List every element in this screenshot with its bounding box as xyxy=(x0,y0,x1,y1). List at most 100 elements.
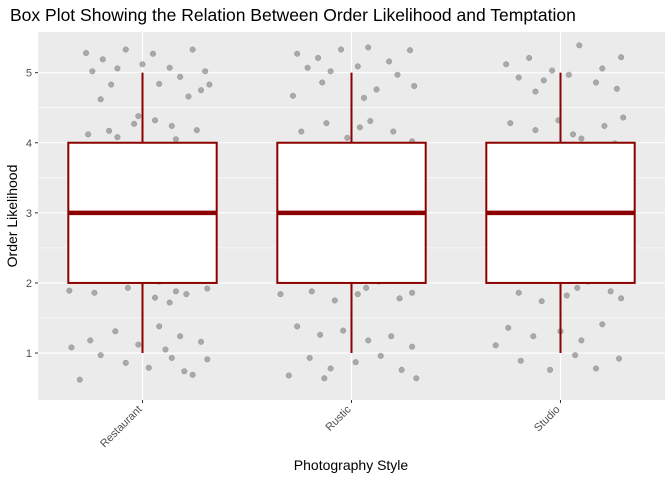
jitter-point xyxy=(599,321,606,328)
jitter-point xyxy=(515,289,522,296)
x-tick-label: Restaurant xyxy=(98,404,145,451)
jitter-point xyxy=(135,113,142,120)
jitter-point xyxy=(202,68,209,75)
jitter-point xyxy=(549,67,556,74)
jitter-point xyxy=(352,359,359,366)
jitter-point xyxy=(304,64,311,71)
jitter-point xyxy=(388,333,395,340)
jitter-point xyxy=(166,299,173,306)
jitter-point xyxy=(106,127,113,134)
jitter-point xyxy=(122,359,129,366)
jitter-point xyxy=(198,338,205,345)
jitter-point xyxy=(145,364,152,371)
jitter-point xyxy=(204,285,211,292)
jitter-point xyxy=(578,337,585,344)
jitter-point xyxy=(85,131,92,138)
y-tick-label: 5 xyxy=(26,68,32,80)
jitter-point xyxy=(517,357,524,364)
jitter-point xyxy=(394,71,401,78)
jitter-point xyxy=(409,289,416,296)
jitter-point xyxy=(327,365,334,372)
jitter-point xyxy=(344,134,351,141)
x-tick-label: Rustic xyxy=(324,403,354,433)
y-tick-label: 1 xyxy=(26,348,32,360)
jitter-point xyxy=(367,118,374,125)
jitter-point xyxy=(373,86,380,93)
jitter-point xyxy=(365,337,372,344)
jitter-point xyxy=(66,287,73,294)
jitter-point xyxy=(547,366,554,373)
jitter-point xyxy=(181,368,188,375)
jitter-point xyxy=(319,79,326,86)
jitter-point xyxy=(613,85,620,92)
jitter-point xyxy=(340,327,347,334)
jitter-point xyxy=(354,63,361,70)
jitter-point xyxy=(139,61,146,68)
jitter-point xyxy=(599,65,606,72)
jitter-point xyxy=(505,324,512,331)
jitter-point xyxy=(198,87,205,94)
jitter-point xyxy=(354,291,361,298)
jitter-point xyxy=(99,56,106,63)
jitter-point xyxy=(112,328,119,335)
jitter-point xyxy=(503,61,510,68)
x-tick-label: Studio xyxy=(532,404,563,435)
jitter-point xyxy=(149,50,156,57)
y-tick-label: 4 xyxy=(26,138,32,150)
jitter-point xyxy=(356,124,363,131)
jitter-point xyxy=(565,71,572,78)
jitter-point xyxy=(409,343,416,350)
jitter-point xyxy=(124,284,131,291)
jitter-point xyxy=(277,291,284,298)
jitter-point xyxy=(390,128,397,135)
jitter-point xyxy=(122,46,129,53)
y-axis: 1 2 3 4 5 xyxy=(26,68,38,360)
jitter-point xyxy=(193,127,200,134)
jitter-point xyxy=(289,92,296,99)
jitter-point xyxy=(593,79,600,86)
jitter-point xyxy=(306,354,313,361)
jitter-point xyxy=(396,295,403,302)
y-tick-label: 3 xyxy=(26,208,32,220)
jitter-point xyxy=(68,344,75,351)
jitter-point xyxy=(563,292,570,299)
jitter-point xyxy=(386,58,393,65)
jitter-point xyxy=(413,375,420,382)
jitter-point xyxy=(532,88,539,95)
jitter-point xyxy=(204,356,211,363)
x-axis-title: Photography Style xyxy=(294,457,409,473)
jitter-point xyxy=(507,120,514,127)
jitter-point xyxy=(172,288,179,295)
jitter-point xyxy=(83,50,90,57)
jitter-point xyxy=(317,331,324,338)
jitter-point xyxy=(618,295,625,302)
jitter-point xyxy=(294,323,301,330)
jitter-point xyxy=(189,46,196,53)
jitter-point xyxy=(162,346,169,353)
jitter-point xyxy=(206,81,213,88)
jitter-point xyxy=(530,333,537,340)
jitter-point xyxy=(407,47,414,54)
jitter-point xyxy=(323,120,330,127)
jitter-point xyxy=(177,73,184,80)
jitter-point xyxy=(294,50,301,57)
y-tick-label: 2 xyxy=(26,278,32,290)
jitter-point xyxy=(166,64,173,71)
jitter-point xyxy=(172,136,179,143)
jitter-point xyxy=(285,372,292,379)
jitter-point xyxy=(574,284,581,291)
jitter-point xyxy=(131,120,138,127)
y-axis-title: Order Likelihood xyxy=(4,165,20,268)
jitter-point xyxy=(607,288,614,295)
jitter-point xyxy=(89,68,96,75)
jitter-point xyxy=(168,354,175,361)
jitter-point xyxy=(538,298,545,305)
jitter-point xyxy=(183,291,190,298)
jitter-point xyxy=(76,376,83,383)
jitter-point xyxy=(620,114,627,121)
jitter-point xyxy=(327,68,334,75)
jitter-point xyxy=(618,54,625,61)
jitter-point xyxy=(185,93,192,100)
jitter-point xyxy=(156,80,163,87)
